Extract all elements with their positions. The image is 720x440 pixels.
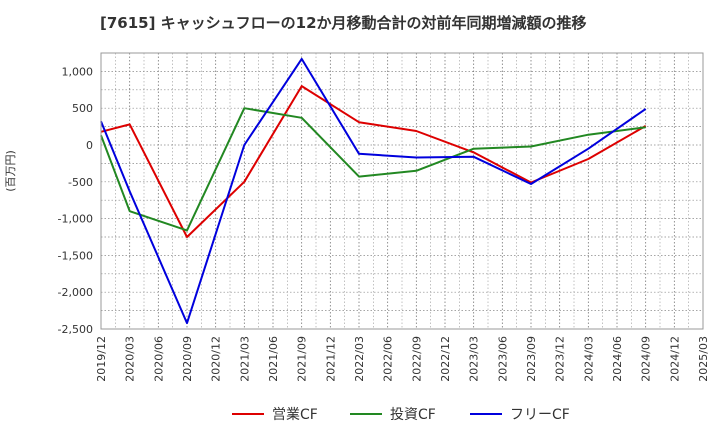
y-tick-label: -1,000 xyxy=(58,213,93,226)
legend-label: 営業CF xyxy=(272,407,318,423)
x-tick-label: 2024/03 xyxy=(582,336,595,382)
series-lines xyxy=(100,57,647,325)
x-tick-label: 2021/09 xyxy=(296,336,309,382)
x-axis-ticks: 2019/12 2020/03 2020/06 2020/09 2020/12 2021/… xyxy=(95,336,710,382)
y-tick-label: 0 xyxy=(86,139,93,152)
series-line xyxy=(100,85,647,238)
y-axis-label: (百万円) xyxy=(4,150,17,192)
series-line xyxy=(100,107,646,232)
x-tick-label: 2020/09 xyxy=(181,336,194,382)
x-tick-label: 2023/03 xyxy=(468,336,481,382)
x-tick-label: 2020/06 xyxy=(152,336,165,382)
chart-title: [7615] キャッシュフローの12か月移動合計の対前年同期増減額の推移 xyxy=(100,14,587,32)
x-tick-label: 2025/03 xyxy=(697,336,710,382)
y-tick-label: -2,000 xyxy=(58,286,93,299)
legend-label: 投資CF xyxy=(390,407,436,423)
y-tick-label: -1,500 xyxy=(58,249,93,262)
plot-frame xyxy=(100,52,704,330)
x-tick-label: 2022/09 xyxy=(410,336,423,382)
x-tick-label: 2021/03 xyxy=(238,336,251,382)
x-tick-label: 2023/12 xyxy=(554,336,567,382)
y-tick-label: -500 xyxy=(68,176,93,189)
x-tick-label: 2019/12 xyxy=(95,336,108,382)
legend: 営業CF 投資CF フリーCF xyxy=(232,407,570,423)
x-tick-label: 2023/09 xyxy=(525,336,538,382)
y-tick-label: 1,000 xyxy=(62,65,94,78)
x-tick-label: 2020/03 xyxy=(124,336,137,382)
x-tick-label: 2022/06 xyxy=(382,336,395,382)
series-line xyxy=(100,57,647,325)
x-tick-label: 2020/12 xyxy=(210,336,223,382)
x-tick-label: 2022/12 xyxy=(439,336,452,382)
x-tick-label: 2023/06 xyxy=(496,336,509,382)
y-tick-label: -2,500 xyxy=(58,323,93,336)
grid-lines xyxy=(100,52,704,330)
y-axis-ticks: 1,000 500 0 -500 -1,000 -1,500 -2,000 -2,500 xyxy=(58,65,93,336)
x-tick-label: 2021/06 xyxy=(267,336,280,382)
legend-label: フリーCF xyxy=(510,407,570,423)
y-tick-label: 500 xyxy=(72,102,93,115)
x-tick-label: 2022/03 xyxy=(353,336,366,382)
x-tick-label: 2024/06 xyxy=(611,336,624,382)
x-tick-label: 2021/12 xyxy=(324,336,337,382)
x-tick-label: 2024/12 xyxy=(668,336,681,382)
x-tick-label: 2024/09 xyxy=(640,336,653,382)
